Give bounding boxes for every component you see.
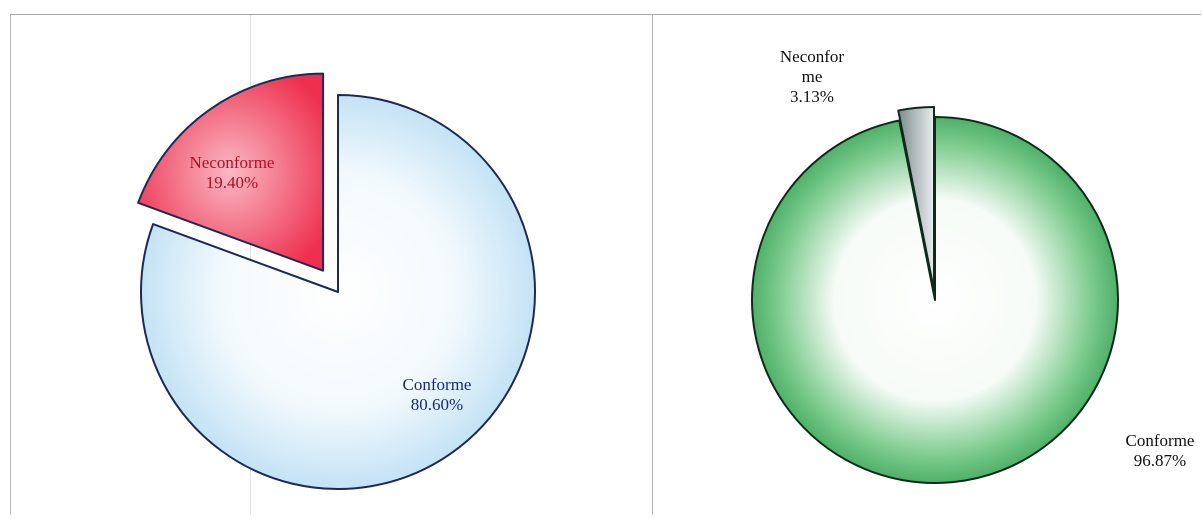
pie-2-slice-neconforme [897,106,936,292]
chart-panel-1 [10,14,653,515]
pie-2-label-conforme: Conforme 96.87% [1126,431,1195,470]
pie-chart-1: Neconforme 19.40% Conforme 80.60% [137,72,536,490]
pie-1-label-neconforme: Neconforme 19.40% [190,153,275,192]
pie-1-label-conforme: Conforme 80.60% [403,375,472,414]
pie-2-slice-conforme [751,116,1119,484]
pie-1-slice-conforme [140,94,536,490]
pie-1-slice-neconforme [137,72,325,272]
pie-chart-2: Neconfor me 3.13% Conforme 96.87% [751,47,1195,484]
chart-panel-2 [652,14,1201,515]
pie-2-label-neconforme: Neconfor me 3.13% [780,47,845,106]
